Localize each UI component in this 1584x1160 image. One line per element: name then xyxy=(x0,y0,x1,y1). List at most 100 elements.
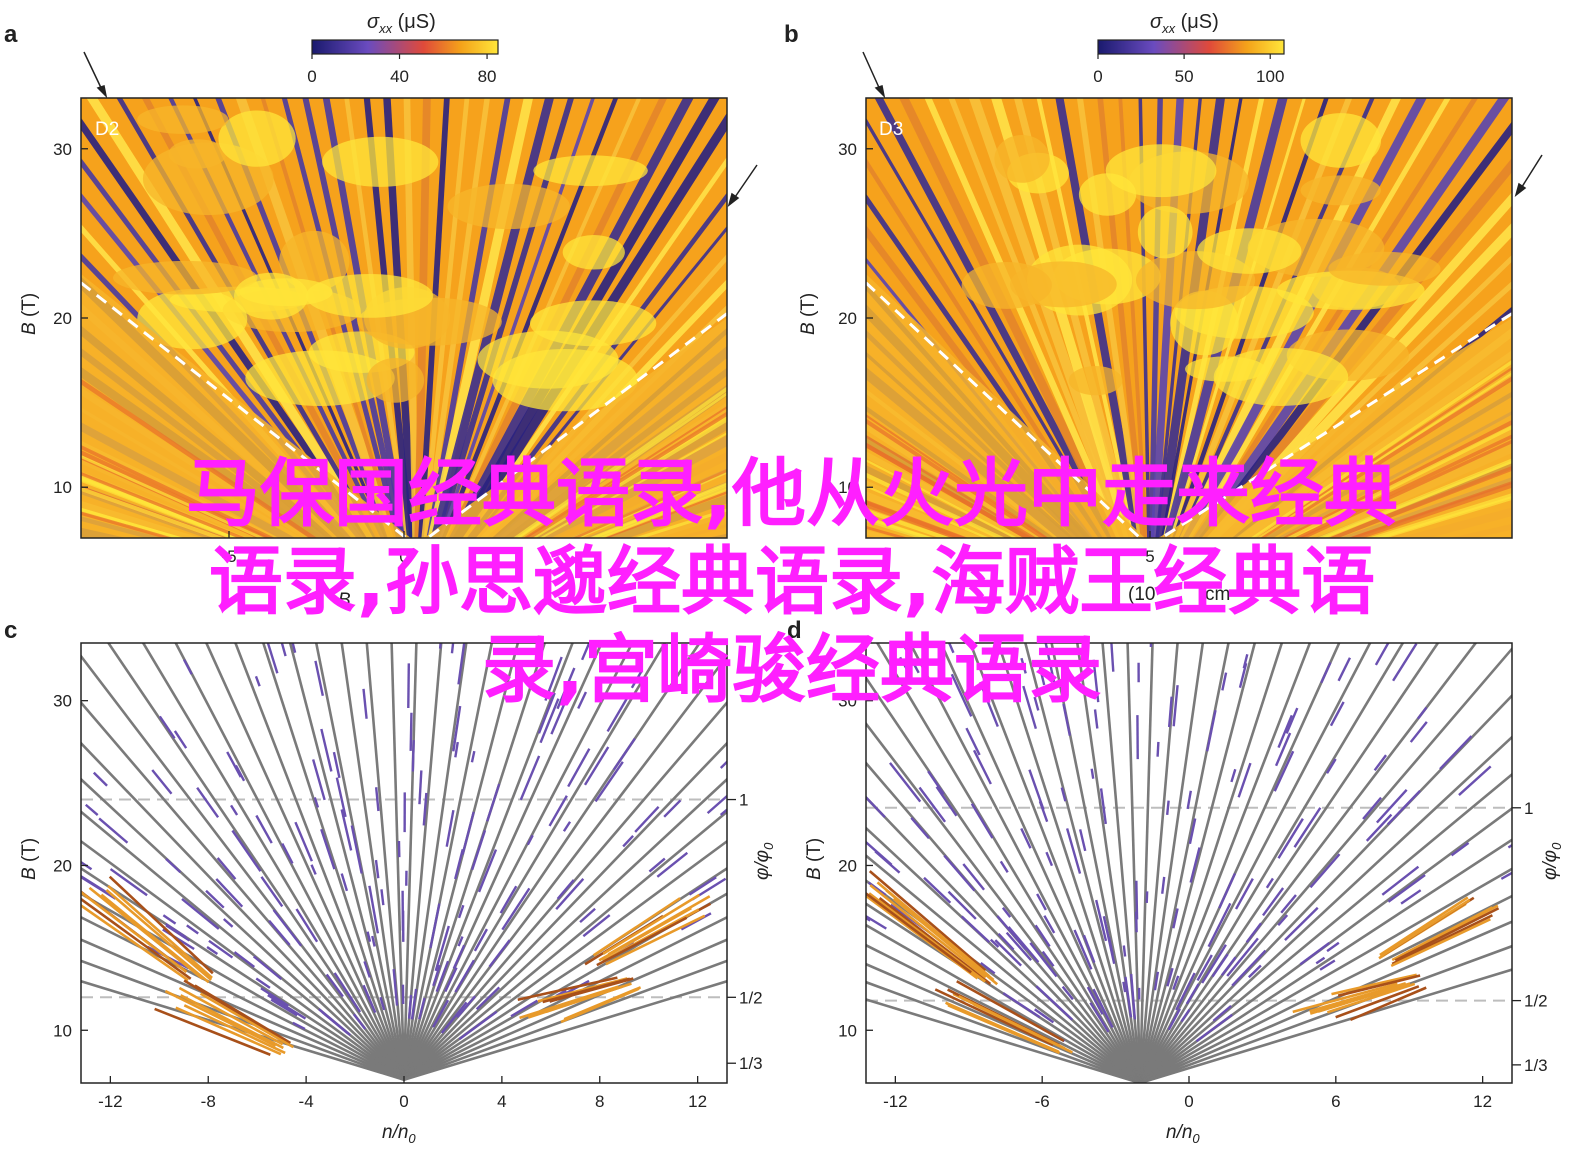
fan-segment-purple xyxy=(371,935,376,947)
fan-segment-purple xyxy=(429,903,441,949)
fan-segment-purple xyxy=(1319,959,1336,971)
fan-segment-purple xyxy=(438,643,442,649)
fan-segment-purple xyxy=(477,849,498,893)
fan-segment-purple xyxy=(1507,843,1512,849)
fan-segment-orange xyxy=(1391,914,1493,966)
fan-segment-purple xyxy=(526,834,534,846)
colorbar-tick-label: 0 xyxy=(1093,67,1102,86)
fan-segment-purple xyxy=(333,972,362,1013)
fan-segment-purple xyxy=(208,939,234,959)
ytick-label: 20 xyxy=(53,309,72,328)
ylabel-d: B (T) xyxy=(804,838,825,880)
heatmap-blob xyxy=(1068,366,1123,396)
heatmap-ray xyxy=(899,98,1122,538)
heatmap-ray xyxy=(418,98,450,538)
fan-segment-orange xyxy=(892,897,999,986)
dashed-boundary-right xyxy=(1158,312,1512,538)
heatmap-ray xyxy=(1055,98,1142,538)
heatmap-ray xyxy=(281,98,402,538)
fan-segment-purple xyxy=(1062,703,1072,736)
heatmap-ray xyxy=(1162,98,1265,538)
fan-segment-purple xyxy=(291,643,297,653)
fan-segment-purple xyxy=(564,683,576,706)
fan-segment-purple xyxy=(461,811,475,855)
fan-segment-purple xyxy=(1386,789,1421,826)
fan-segment-orange xyxy=(607,895,711,956)
colorbar-b: σxx (μS) 0 50 100 xyxy=(1093,11,1285,86)
panel-label-d: d xyxy=(787,617,802,644)
fan-segment-purple xyxy=(775,841,803,858)
fan-segment-purple xyxy=(1092,988,1114,1029)
fan-line xyxy=(403,959,727,1081)
heatmap-blob xyxy=(1010,261,1117,308)
fan-segment-purple xyxy=(1282,588,1295,629)
ytick-label: 20 xyxy=(838,856,857,875)
fan-segment-purple xyxy=(165,924,191,942)
fan-segment-purple xyxy=(960,915,991,943)
fan-segment-purple xyxy=(1149,643,1153,648)
right-label-c: φ/φ0 xyxy=(752,842,776,880)
ytick-label: 10 xyxy=(838,478,857,497)
fan-segment-orange xyxy=(1335,985,1420,1019)
fan-segment-purple xyxy=(1089,1002,1110,1033)
fan-segment-orange xyxy=(934,988,1054,1047)
heatmap-ray xyxy=(874,98,1118,538)
fan-segment-orange xyxy=(178,986,284,1046)
fan-segment-orange xyxy=(1349,986,1427,1022)
axes-a: 30 20 10 -5 0 xyxy=(53,140,409,566)
fan-segment-purple xyxy=(1186,790,1193,810)
fan-segment-purple xyxy=(978,681,999,727)
fan-segment-orange xyxy=(194,984,292,1045)
xtick-label: 0 xyxy=(1184,1092,1193,1111)
fan-segment-purple xyxy=(173,730,188,749)
fan-segment-purple xyxy=(457,643,466,685)
fan-segment-purple xyxy=(374,787,380,812)
fan-line xyxy=(1139,772,1512,1083)
fan-segment-purple xyxy=(1005,931,1032,961)
fan-segment-purple xyxy=(407,663,411,708)
heatmap-ray xyxy=(1191,98,1479,538)
fan-line xyxy=(1138,643,1230,1083)
fan-segment-purple xyxy=(580,643,591,661)
fan-segment-purple xyxy=(899,656,911,675)
fan-segment-purple xyxy=(630,670,643,689)
fan-segment-purple xyxy=(1201,944,1227,984)
fan-segment-orange xyxy=(878,897,992,985)
fan-segment-orange xyxy=(1391,906,1494,962)
fan-line xyxy=(81,777,405,1081)
fan-segment-orange xyxy=(183,1004,286,1055)
fan-segment-purple xyxy=(947,643,955,654)
heatmap-wedge-left xyxy=(81,274,411,538)
right-tick-label: 1/2 xyxy=(1524,992,1548,1011)
fan-segment-purple xyxy=(1337,657,1352,682)
colorbar-a-gradient xyxy=(311,39,499,55)
fan-line xyxy=(81,892,405,1081)
fan-segment-orange xyxy=(108,875,214,975)
fan-segment-purple xyxy=(555,877,585,910)
heatmap-ray xyxy=(1172,98,1329,538)
fan-segment-purple xyxy=(432,999,450,1028)
heatmap-ray xyxy=(427,98,534,538)
fan-line xyxy=(1139,806,1512,1083)
fan-segment-orange xyxy=(563,986,642,1021)
heatmap-ray xyxy=(924,98,1124,538)
fan-segment-purple xyxy=(519,755,541,801)
fan-segment-purple xyxy=(471,829,487,871)
fan-segment-purple xyxy=(1001,906,1012,918)
fan-segment-orange xyxy=(596,916,688,967)
fan-segment-purple xyxy=(1161,876,1166,894)
fan-line xyxy=(402,643,418,1080)
fan-line xyxy=(81,915,405,1081)
fan-segment-purple xyxy=(320,728,333,772)
fan-segment-purple xyxy=(1165,800,1170,815)
fan-line xyxy=(1050,643,1142,1083)
fan-segment-purple xyxy=(1044,643,1056,685)
fan-segment-orange xyxy=(199,992,294,1049)
xtick-label: -5 xyxy=(221,547,236,566)
fan-segment-purple xyxy=(162,914,177,925)
heatmap-ray xyxy=(452,98,720,538)
fan-segment-purple xyxy=(233,951,256,968)
fan-segment-purple xyxy=(577,691,588,710)
fan-segment-purple xyxy=(622,835,634,848)
axes-b: 30 20 10 5 xyxy=(838,140,1155,566)
